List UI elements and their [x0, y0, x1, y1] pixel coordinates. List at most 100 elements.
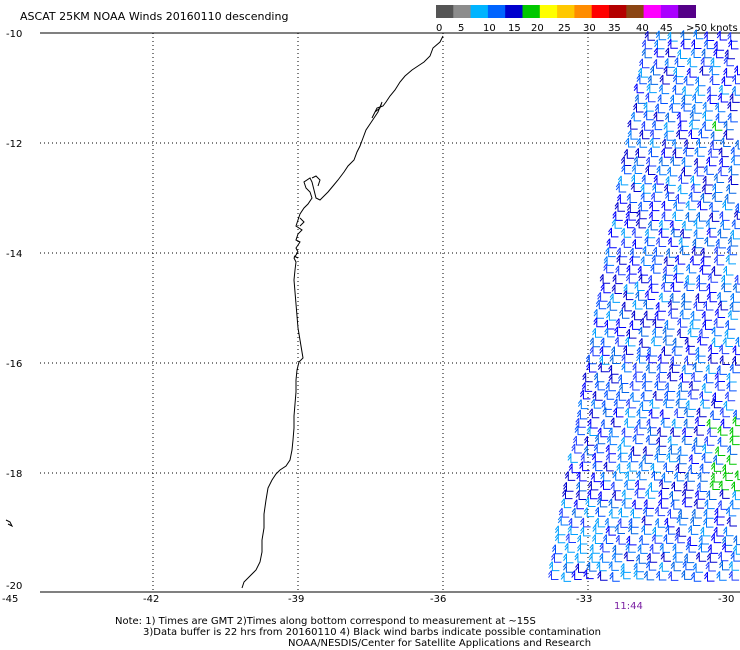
wind-barb	[676, 454, 687, 465]
wind-barb	[709, 75, 720, 85]
wind-barb	[663, 462, 674, 472]
wind-barb	[602, 407, 613, 418]
wind-barb	[663, 122, 674, 132]
wind-barb	[647, 75, 659, 85]
wind-barb	[722, 200, 733, 211]
wind-barb	[673, 201, 684, 211]
wind-barb	[709, 410, 721, 420]
wind-barb	[656, 363, 667, 373]
wind-barb	[707, 273, 719, 283]
legend-swatch	[557, 5, 575, 18]
wind-barb	[688, 454, 699, 464]
wind-barb	[680, 101, 692, 112]
wind-barb	[697, 200, 708, 211]
wind-barb	[609, 354, 620, 364]
wind-barb	[579, 461, 590, 472]
wind-barb	[669, 427, 681, 437]
wind-barb	[671, 418, 682, 429]
latitude-labels: -10 -12 -14 -16 -18 -20	[6, 29, 22, 592]
wind-barb	[705, 364, 716, 374]
wind-barb	[701, 452, 712, 463]
wind-barb	[599, 274, 611, 284]
wind-barb	[723, 400, 734, 411]
wind-barb	[616, 255, 627, 265]
wind-barb	[711, 337, 722, 347]
wind-barb	[652, 526, 663, 537]
wind-barb	[626, 264, 637, 275]
wind-barb	[640, 256, 651, 266]
wind-barb	[700, 526, 711, 537]
wind-barb	[665, 524, 676, 535]
wind-barb	[660, 281, 672, 292]
wind-barb	[567, 525, 578, 535]
wind-barb	[711, 398, 722, 409]
wind-barb	[701, 121, 713, 131]
wind-barb	[568, 463, 580, 474]
wind-barb	[633, 83, 645, 94]
wind-barb	[580, 526, 591, 537]
wind-barb	[676, 390, 687, 400]
wind-barb	[685, 211, 696, 222]
wind-barb	[684, 355, 695, 366]
wind-barb	[728, 175, 739, 185]
wind-barb	[661, 472, 672, 483]
wind-barb	[699, 463, 710, 474]
wind-barb-swath	[548, 29, 740, 582]
wind-barb	[724, 329, 735, 339]
wind-barb	[618, 374, 629, 384]
wind-barb	[728, 165, 739, 176]
wind-barb	[652, 318, 663, 328]
wind-barb	[705, 219, 717, 229]
wind-barb	[588, 552, 600, 563]
wind-barb	[593, 308, 604, 319]
wind-barb	[677, 445, 688, 456]
wind-barb	[691, 39, 702, 49]
wind-barb	[720, 219, 731, 230]
wind-barb	[694, 490, 706, 500]
wind-barb	[673, 408, 685, 418]
wind-barb	[649, 137, 660, 148]
wind-barb	[667, 508, 678, 519]
wind-barb	[608, 364, 619, 375]
wind-barb	[593, 443, 605, 454]
wind-barb	[703, 165, 714, 175]
wind-barb	[732, 490, 740, 501]
lat-lon-grid	[40, 33, 740, 592]
wind-barb	[663, 131, 675, 141]
wind-barb	[723, 526, 734, 537]
wind-barb	[552, 544, 563, 555]
wind-barb	[704, 499, 715, 510]
wind-barb	[706, 156, 717, 167]
wind-barb	[568, 517, 579, 528]
wind-barb	[592, 524, 603, 535]
wind-barb	[610, 417, 621, 428]
wind-barb	[605, 381, 616, 392]
wind-barb	[580, 517, 591, 528]
wind-barb	[727, 310, 739, 320]
wind-barb	[617, 175, 629, 186]
wind-barb	[648, 275, 659, 285]
wind-barb	[599, 542, 610, 553]
wind-barb	[734, 274, 740, 285]
wind-barb	[664, 390, 675, 401]
wind-barb	[657, 353, 668, 364]
wind-barb	[617, 518, 628, 528]
legend-swatch	[522, 5, 541, 18]
wind-barb	[637, 201, 649, 212]
wind-barb	[691, 245, 702, 256]
wind-barb	[627, 129, 638, 140]
wind-barb	[562, 489, 573, 500]
wind-barb	[709, 140, 721, 150]
wind-barb	[731, 219, 740, 230]
wind-barb	[657, 94, 668, 104]
wind-barb	[682, 146, 694, 157]
wind-barb	[667, 237, 679, 247]
wind-barb	[615, 182, 627, 193]
wind-barb	[650, 192, 662, 202]
wind-barb	[706, 227, 717, 238]
wind-barb	[632, 239, 643, 249]
wind-barb	[665, 47, 676, 58]
wind-barb	[714, 380, 726, 391]
wind-barb	[670, 356, 681, 366]
wind-barb	[708, 65, 720, 76]
